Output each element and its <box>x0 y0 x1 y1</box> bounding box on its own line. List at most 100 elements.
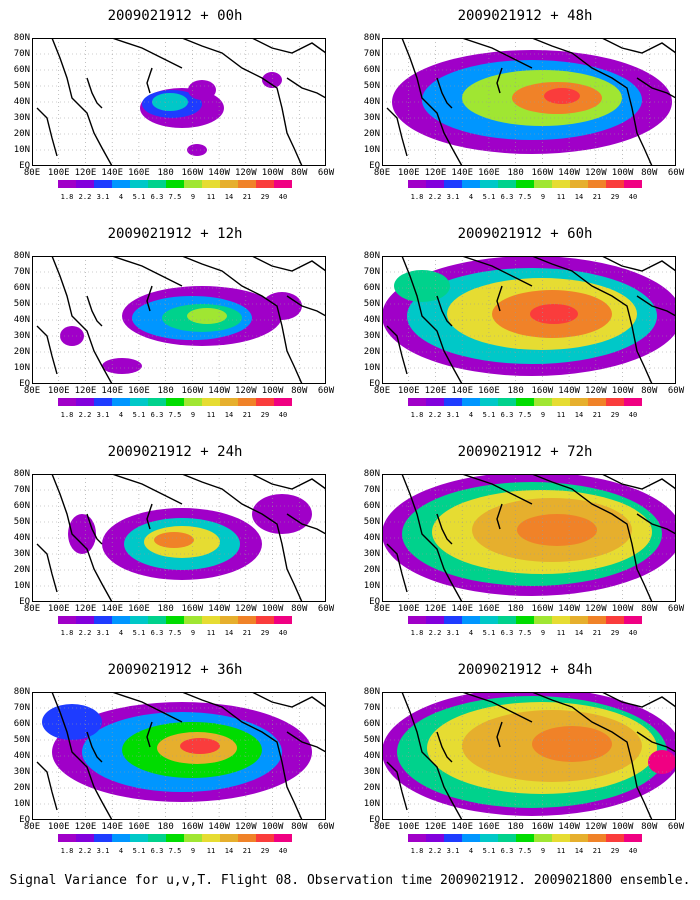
colorbar-swatch <box>624 180 642 188</box>
lon-tick-label: 120W <box>234 604 257 614</box>
colorbar-tick-label: 21 <box>242 629 252 637</box>
colorbar-tick-label: 5.1 <box>132 629 146 637</box>
coastline <box>181 38 303 166</box>
lat-tick-label: 80N <box>363 33 380 43</box>
coastline <box>51 256 113 384</box>
variance-contour <box>154 532 194 548</box>
colorbar-tick-label: 1.8 <box>410 847 424 855</box>
colorbar-tick-label: 6.3 <box>150 847 164 855</box>
colorbar-tick-label: 14 <box>574 847 584 855</box>
colorbar-tick-label: 3.1 <box>96 847 110 855</box>
lon-tick-label: 140E <box>451 386 474 396</box>
colorbar-tick-label: 11 <box>556 411 566 419</box>
variance-map <box>32 692 326 820</box>
colorbar-tick-label: 9 <box>190 193 196 201</box>
lon-axis: 80E 100E 120E 140E 160E 180 160W 140W 120W 100W 80… <box>10 169 340 179</box>
lat-tick-label: 40N <box>363 751 380 761</box>
colorbar-tick-label: 1.8 <box>410 629 424 637</box>
colorbar-tick-label: 6.3 <box>500 411 514 419</box>
colorbar-swatch <box>408 616 426 624</box>
colorbar-swatch <box>588 398 606 406</box>
coastline <box>51 692 113 820</box>
colorbar-tick-label: 21 <box>242 847 252 855</box>
forecast-panel: 2009021912 + 60h 80N 70N 60N 50N 40N 30N 20N 10N… <box>360 226 690 441</box>
colorbar-tick-label: 7.5 <box>518 193 532 201</box>
coastline <box>36 325 58 375</box>
colorbar-swatch <box>148 616 166 624</box>
lat-tick-label: 10N <box>363 145 380 155</box>
lon-tick-label: 60W <box>317 822 335 832</box>
lon-tick-label: 160E <box>478 822 500 832</box>
colorbar-tick-label: 2.2 <box>78 847 92 855</box>
colorbar-swatch <box>408 398 426 406</box>
colorbar-tick-label: 14 <box>224 411 234 419</box>
lon-tick-label: 140E <box>101 168 124 178</box>
lon-tick-label: 100W <box>261 822 284 832</box>
coastline <box>401 38 463 166</box>
lat-tick-label: 30N <box>363 549 380 559</box>
colorbar-swatch <box>534 398 552 406</box>
colorbar-tick-label: 3.1 <box>96 193 110 201</box>
lon-tick-label: 100W <box>611 386 634 396</box>
lon-axis: 80E 100E 120E 140E 160E 180 160W 140W 120W 100W 80… <box>360 605 690 615</box>
colorbar-swatch <box>534 834 552 842</box>
colorbar-swatch <box>480 180 498 188</box>
lat-tick-label: 20N <box>363 565 380 575</box>
colorbar-tick-label: 7.5 <box>518 411 532 419</box>
colorbar-swatch <box>130 180 148 188</box>
lat-tick-label: 50N <box>363 81 380 91</box>
coastline <box>436 295 453 327</box>
colorbar-tick-label: 6.3 <box>150 629 164 637</box>
lat-tick-label: 50N <box>363 735 380 745</box>
lat-tick-label: EQ <box>19 597 30 607</box>
lon-tick-label: 60W <box>317 386 335 396</box>
variance-contour <box>517 514 597 546</box>
forecast-panel: 2009021912 + 12h 80N 70N 60N 50N 40N 30N 20N 10N… <box>10 226 340 441</box>
lon-axis: 80E 100E 120E 140E 160E 180 160W 140W 120W 100W 80… <box>10 823 340 833</box>
lon-tick-label: 160W <box>181 168 204 178</box>
lon-tick-label: 120E <box>424 386 447 396</box>
coastline <box>86 731 103 763</box>
coastline <box>251 474 326 490</box>
colorbar-tick-label: 7.5 <box>168 411 182 419</box>
colorbar-swatch <box>516 834 534 842</box>
coastline <box>251 38 326 54</box>
colorbar-swatch <box>58 616 76 624</box>
lat-tick-label: EQ <box>369 379 380 389</box>
coastline <box>401 256 463 384</box>
colorbar-swatch <box>220 398 238 406</box>
lat-tick-label: 50N <box>363 299 380 309</box>
lon-tick-label: 160E <box>478 386 500 396</box>
coastline <box>436 513 453 545</box>
lon-tick-label: 80W <box>291 822 308 832</box>
colorbar-swatch <box>76 616 94 624</box>
colorbar-swatch <box>570 834 588 842</box>
coastline <box>461 692 533 723</box>
colorbar-swatch <box>444 180 462 188</box>
colorbar-tick-label: 4 <box>118 847 124 855</box>
lat-tick-label: 50N <box>13 81 30 91</box>
lon-tick-label: 80W <box>291 604 308 614</box>
variance-contour <box>152 93 188 111</box>
lon-tick-label: 80W <box>641 604 658 614</box>
lon-tick-label: 80W <box>291 168 308 178</box>
colorbar-swatch <box>130 398 148 406</box>
lon-axis: 80E 100E 120E 140E 160E 180 160W 140W 120W 100W 80… <box>360 169 690 179</box>
colorbar-tick-label: 2.2 <box>428 411 442 419</box>
colorbar-tick-label: 40 <box>278 629 288 637</box>
lon-tick-label: 140W <box>208 822 230 832</box>
coastline <box>531 474 653 602</box>
colorbar-swatch <box>130 834 148 842</box>
colorbar-swatch <box>624 834 642 842</box>
colorbar-swatch <box>220 616 238 624</box>
colorbar-tick-label: 7.5 <box>168 847 182 855</box>
colorbar-tick-label: 21 <box>592 629 602 637</box>
colorbar-tick-label: 29 <box>260 847 270 855</box>
lon-tick-label: 120E <box>74 386 97 396</box>
colorbar-swatch <box>202 616 220 624</box>
lat-tick-label: EQ <box>369 161 380 171</box>
colorbar-tick-label: 5.1 <box>132 411 146 419</box>
colorbar-swatch <box>462 180 480 188</box>
figure-caption: Signal Variance for u,v,T. Flight 08. Ob… <box>9 873 691 888</box>
lon-axis: 80E 100E 120E 140E 160E 180 160W 140W 120W 100W 80… <box>360 823 690 833</box>
